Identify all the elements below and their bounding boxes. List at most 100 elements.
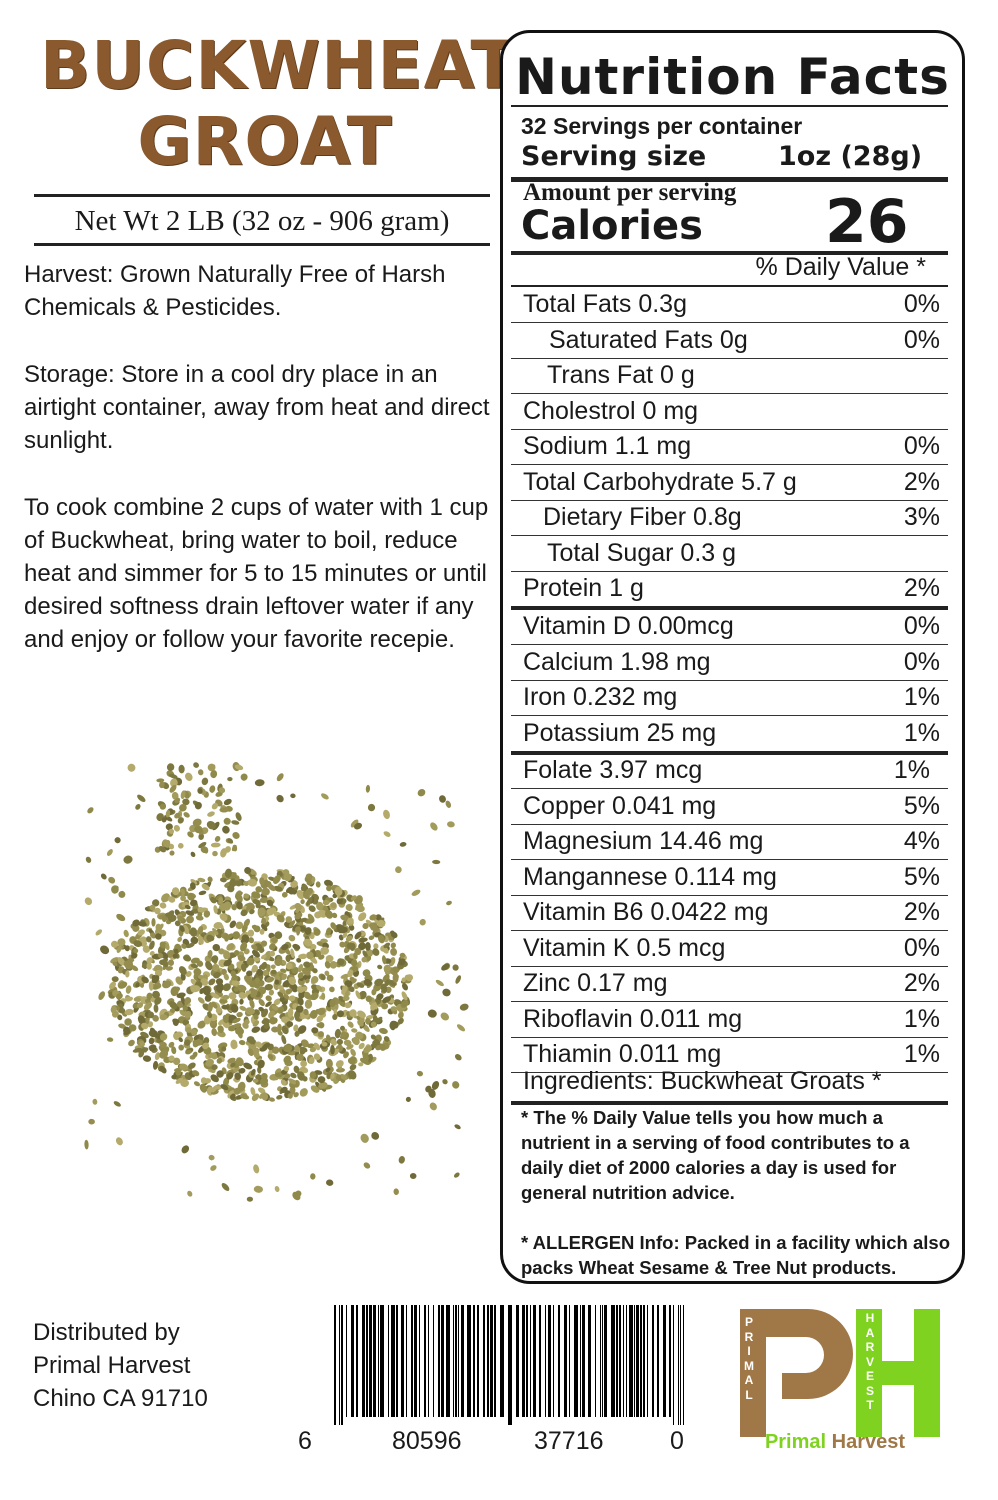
nutrient-dv: 2% bbox=[903, 969, 940, 997]
nutrient-name: Total Sugar 0.3 g bbox=[547, 538, 737, 567]
nutrient-row: Mangannese 0.114 mg 5% bbox=[511, 860, 948, 896]
divider bbox=[511, 285, 948, 287]
nutrient-row: Sodium 1.1 mg 0% bbox=[511, 429, 948, 465]
nutrient-dv: 2% bbox=[903, 574, 940, 602]
nutrient-row: Magnesium 14.46 mg 4% bbox=[511, 824, 948, 860]
nutrient-row: Copper 0.041 mg 5% bbox=[511, 789, 948, 825]
storage-text: Storage: Store in a cool dry place in an… bbox=[24, 361, 490, 454]
divider-thick bbox=[511, 1101, 948, 1105]
nutrient-name: Total Carbohydrate 5.7 g bbox=[523, 467, 797, 496]
nutrient-row: Folate 3.97 mcg 1% bbox=[511, 753, 948, 789]
barcode-digits-left: 80596 bbox=[392, 1427, 462, 1455]
nutrient-dv: 3% bbox=[903, 503, 940, 531]
product-title: BUCKWHEAT GROAT bbox=[40, 27, 517, 180]
nutrient-row: Zinc 0.17 mg 2% bbox=[511, 966, 948, 1002]
nutrient-row: Protein 1 g 2% bbox=[511, 571, 948, 610]
nutrient-row: Calcium 1.98 mg 0% bbox=[511, 645, 948, 681]
nutrient-name: Sodium 1.1 mg bbox=[523, 432, 692, 460]
allergen-info-text: * ALLERGEN Info: Packed in a facility wh… bbox=[521, 1232, 951, 1278]
distributor-block: Distributed by Primal Harvest Chino CA 9… bbox=[33, 1316, 208, 1415]
distributor-line3: Chino CA 91710 bbox=[33, 1385, 208, 1412]
barcode-digit-first: 6 bbox=[298, 1427, 312, 1455]
serving-size-label: Serving size bbox=[521, 141, 707, 172]
nutrient-dv: 2% bbox=[903, 898, 940, 926]
nutrient-row: Vitamin D 0.00mcg 0% bbox=[511, 609, 948, 645]
nutrient-dv: 1% bbox=[903, 1040, 940, 1068]
nutrient-row: Total Carbohydrate 5.7 g 2% bbox=[511, 465, 948, 501]
nutrient-row: Iron 0.232 mg 1% bbox=[511, 680, 948, 716]
calories-value: 26 bbox=[825, 187, 909, 257]
nutrient-name: Vitamin K 0.5 mcg bbox=[523, 933, 726, 962]
nutrient-dv: 4% bbox=[903, 827, 940, 855]
nutrient-row: Potassium 25 mg 1% bbox=[511, 716, 948, 755]
nutrition-facts-panel: Nutrition Facts 32 Servings per containe… bbox=[500, 30, 965, 1284]
logo-wordmark: Primal Harvest bbox=[730, 1431, 940, 1454]
nutrient-row: Riboflavin 0.011 mg 1% bbox=[511, 1002, 948, 1038]
distributor-line2: Primal Harvest bbox=[33, 1352, 191, 1379]
divider bbox=[511, 105, 948, 107]
calories-label: Calories bbox=[521, 203, 703, 249]
nutrient-dv: 0% bbox=[903, 290, 940, 318]
logo-word-primal: Primal bbox=[764, 1431, 827, 1453]
logo-h-letter bbox=[856, 1309, 940, 1437]
daily-value-footnote-text: * The % Daily Value tells you how much a… bbox=[521, 1107, 910, 1203]
distributor-line1: Distributed by bbox=[33, 1319, 180, 1346]
allergen-info: * ALLERGEN Info: Packed in a facility wh… bbox=[521, 1230, 951, 1280]
buckwheat-grains-image bbox=[84, 762, 469, 1202]
logo-p-letter bbox=[740, 1309, 853, 1437]
nutrient-dv: 1% bbox=[903, 718, 940, 747]
storage-info: Storage: Store in a cool dry place in an… bbox=[24, 358, 494, 457]
nutrient-row: Total Fats 0.3g 0% bbox=[511, 287, 948, 323]
ingredients: Ingredients: Buckwheat Groats * bbox=[523, 1067, 882, 1095]
nutrient-dv: 0% bbox=[903, 325, 940, 354]
barcode-digit-last: 0 bbox=[670, 1427, 684, 1455]
nutrient-name: Zinc 0.17 mg bbox=[523, 969, 668, 997]
product-title-line1: BUCKWHEAT bbox=[40, 27, 517, 104]
cooking-info: To cook combine 2 cups of water with 1 c… bbox=[24, 491, 494, 656]
nutrient-row: Cholestrol 0 mg bbox=[511, 394, 948, 430]
nutrient-dv: 2% bbox=[903, 467, 940, 496]
nutrient-dv: 0% bbox=[903, 647, 940, 676]
divider-thick bbox=[511, 177, 948, 182]
nutrient-name: Saturated Fats 0g bbox=[549, 325, 748, 354]
nutrient-dv: 1% bbox=[893, 756, 930, 784]
nutrient-name: Thiamin 0.011 mg bbox=[523, 1040, 722, 1068]
nutrient-dv: 5% bbox=[903, 862, 940, 891]
net-weight: Net Wt 2 LB (32 oz - 906 gram) bbox=[34, 194, 490, 246]
nutrient-name: Cholestrol 0 mg bbox=[523, 396, 699, 425]
nutrient-row: Thiamin 0.011 mg 1% bbox=[511, 1037, 948, 1073]
nutrient-name: Riboflavin 0.011 mg bbox=[523, 1004, 743, 1033]
nutrient-row: Saturated Fats 0g 0% bbox=[511, 323, 948, 359]
nutrient-name: Folate 3.97 mcg bbox=[523, 756, 703, 784]
nutrient-row: Vitamin B6 0.0422 mg 2% bbox=[511, 895, 948, 931]
barcode-digits-right: 37716 bbox=[534, 1427, 604, 1455]
nutrient-name: Vitamin B6 0.0422 mg bbox=[523, 898, 769, 926]
harvest-text: Harvest: Grown Naturally Free of Harsh C… bbox=[24, 261, 446, 321]
nutrition-title: Nutrition Facts bbox=[515, 48, 950, 106]
cooking-text: To cook combine 2 cups of water with 1 c… bbox=[24, 494, 489, 653]
nutrient-name: Protein 1 g bbox=[523, 574, 644, 602]
serving-size: Serving size 1oz (28g) bbox=[521, 141, 923, 172]
nutrient-dv: 0% bbox=[903, 612, 940, 640]
nutrient-name: Calcium 1.98 mg bbox=[523, 647, 711, 676]
nutrient-dv: 0% bbox=[903, 933, 940, 962]
product-title-line2: GROAT bbox=[137, 103, 393, 180]
nutrient-name: Magnesium 14.46 mg bbox=[523, 827, 764, 855]
nutrient-dv: 1% bbox=[903, 683, 940, 711]
nutrient-name: Copper 0.041 mg bbox=[523, 791, 717, 820]
nutrient-name: Total Fats 0.3g bbox=[523, 290, 687, 318]
nutrient-name: Potassium 25 mg bbox=[523, 718, 717, 747]
nutrient-row: Vitamin K 0.5 mcg 0% bbox=[511, 931, 948, 967]
barcode bbox=[334, 1305, 684, 1425]
nutrient-dv: 1% bbox=[903, 1004, 940, 1033]
divider-thick bbox=[511, 251, 948, 255]
nutrient-row: Total Sugar 0.3 g bbox=[511, 536, 948, 572]
daily-value-header: % Daily Value * bbox=[755, 253, 926, 281]
amount-per-serving: Amount per serving bbox=[523, 179, 737, 206]
servings-per-container: 32 Servings per container bbox=[521, 113, 803, 139]
nutrient-name: Vitamin D 0.00mcg bbox=[523, 612, 734, 640]
nutrient-row: Trans Fat 0 g bbox=[511, 358, 948, 394]
serving-size-value: 1oz (28g) bbox=[778, 141, 923, 172]
